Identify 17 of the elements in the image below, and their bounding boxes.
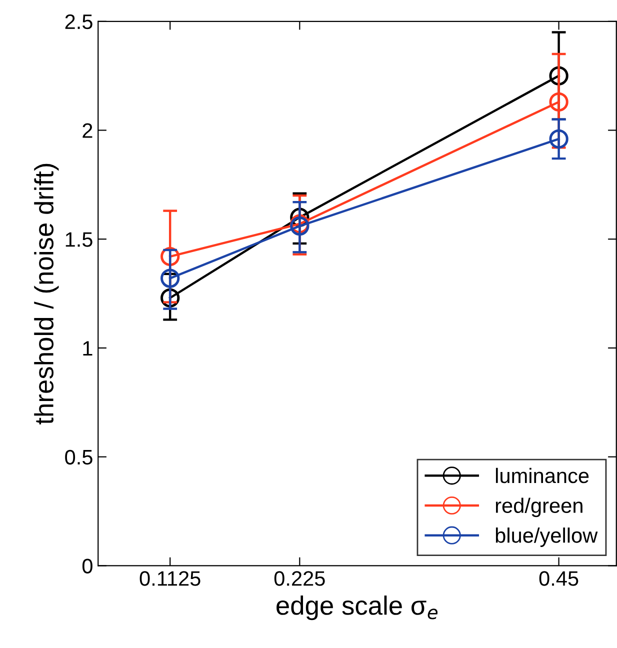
legend-label: red/green — [496, 498, 582, 518]
point — [549, 92, 568, 112]
y-tick-label: 1.5 — [66, 232, 92, 247]
x-tick-label: 0.45 — [539, 571, 578, 586]
y-tick-label: 0.5 — [65, 450, 92, 465]
point — [549, 129, 568, 149]
legend-label: blue/yellow — [496, 528, 598, 547]
y-tick-label: 2.5 — [65, 14, 92, 30]
x-axis-title: edge scale σ$_{e}$ — [276, 596, 438, 620]
y-tick-label: 0 — [82, 558, 92, 574]
x-tick-label: 0.225 — [274, 571, 325, 586]
legend-label: luminance — [496, 468, 589, 484]
y-axis-title: threshold / (noise drift) — [34, 164, 59, 424]
y-tick-label: 1 — [83, 341, 92, 356]
x-tick-label: 0.1125 — [140, 571, 200, 586]
y-tick-label: 2 — [82, 123, 92, 138]
point — [160, 268, 180, 288]
